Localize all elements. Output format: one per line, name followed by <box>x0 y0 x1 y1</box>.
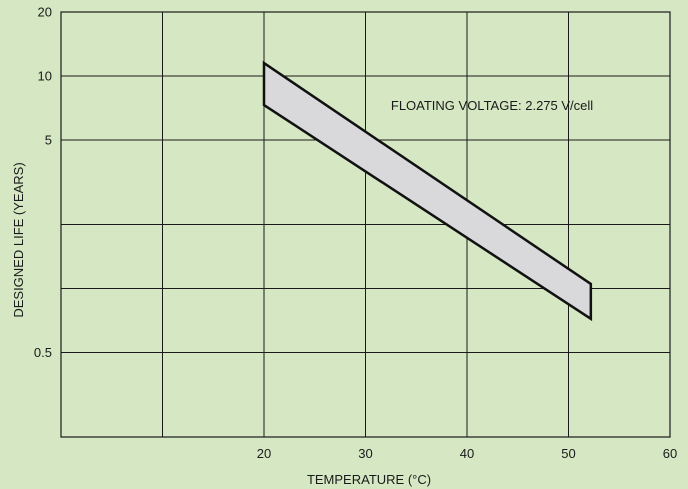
plot-frame <box>60 11 671 438</box>
x-tick-label: 50 <box>561 446 575 461</box>
y-tick-label: 5 <box>45 132 52 147</box>
x-tick-label: 40 <box>460 446 474 461</box>
x-axis-title: TEMPERATURE (°C) <box>307 472 431 487</box>
x-tick-label: 20 <box>257 446 271 461</box>
x-tick-label: 30 <box>358 446 372 461</box>
y-tick-label: 0.5 <box>34 345 52 360</box>
life-band <box>262 60 593 322</box>
x-tick-label: 60 <box>663 446 677 461</box>
floating-voltage-annotation: FLOATING VOLTAGE: 2.275 V/cell <box>391 98 593 113</box>
y-axis-title: DESIGNED LIFE (YEARS) <box>11 162 26 317</box>
y-tick-label: 10 <box>38 68 52 83</box>
y-tick-label: 20 <box>38 5 52 20</box>
